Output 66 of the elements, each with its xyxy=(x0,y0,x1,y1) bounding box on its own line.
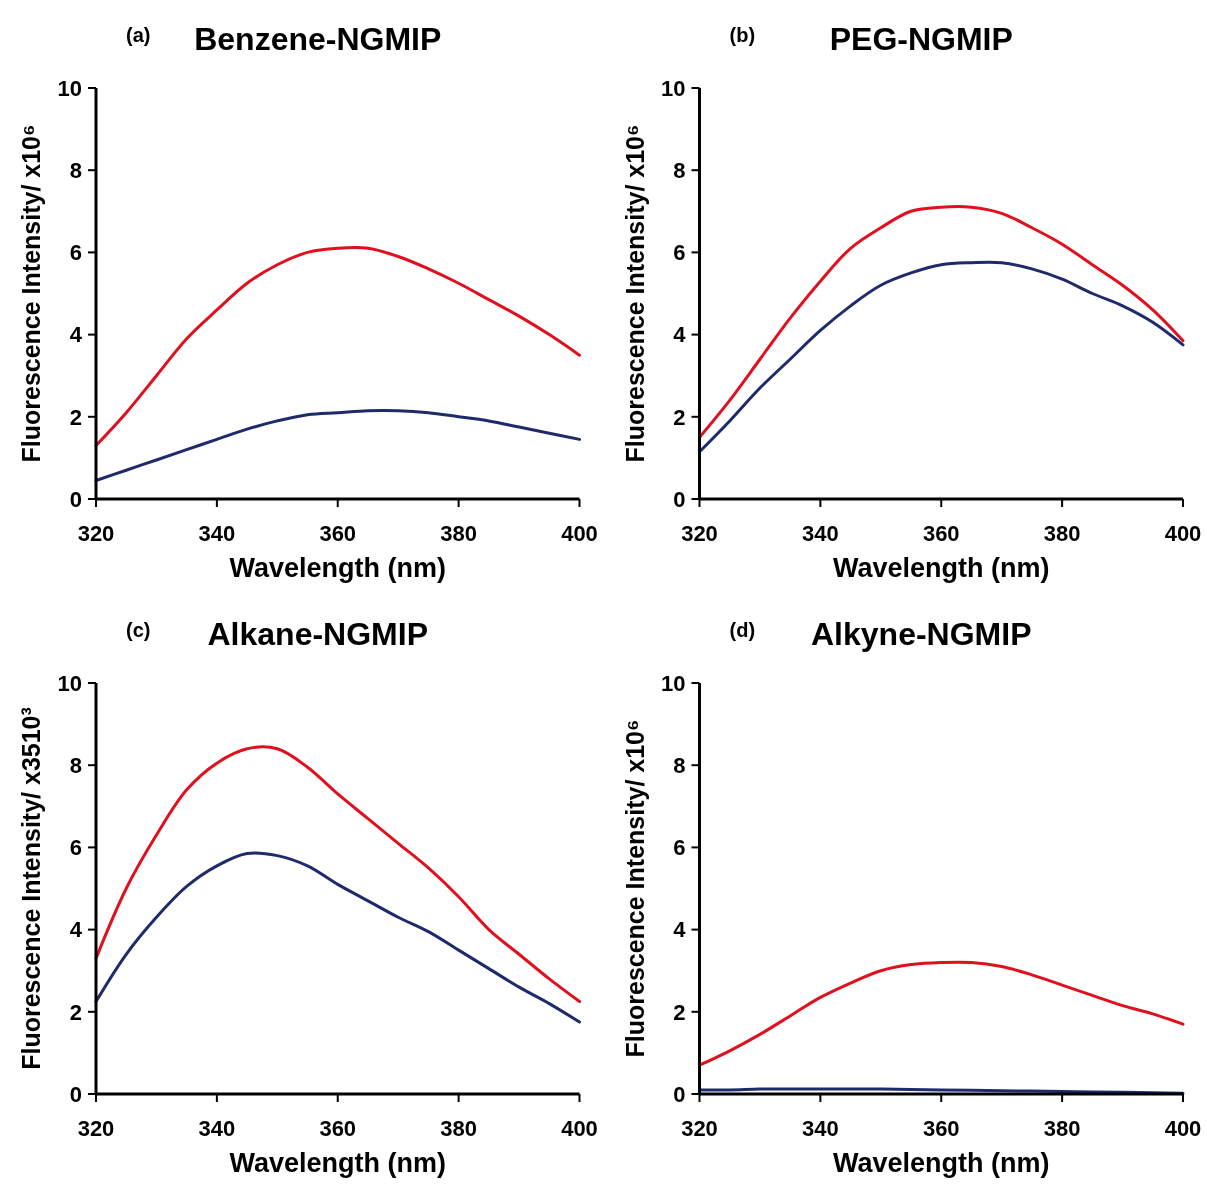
y-tick-label: 6 xyxy=(69,835,82,861)
x-tick-label: 360 xyxy=(319,521,357,546)
x-tick-label: 380 xyxy=(440,1116,477,1141)
x-axis-title: Wavelength (nm) xyxy=(832,1148,1050,1178)
x-tick-label: 380 xyxy=(1043,521,1081,546)
x-tick-label: 320 xyxy=(681,1116,718,1141)
y-tick-label: 4 xyxy=(673,917,687,943)
y-tick-label: 4 xyxy=(69,322,83,348)
x-tick-label: 340 xyxy=(802,521,839,546)
y-axis-title: Fluorescence Intensity/ x10⁶ xyxy=(620,719,649,1058)
y-tick-label: 4 xyxy=(69,917,83,943)
y-tick-label: 6 xyxy=(69,240,82,266)
line-series xyxy=(698,260,1185,454)
x-axis-title: Wavelength (nm) xyxy=(229,1148,447,1178)
y-tick-label: 0 xyxy=(69,1081,82,1107)
y-tick-label: 0 xyxy=(673,486,686,512)
x-axis-title: Wavelength (nm) xyxy=(229,553,447,583)
x-tick-label: 340 xyxy=(198,521,236,546)
x-tick-label: 380 xyxy=(440,521,477,546)
text: (b) xyxy=(729,24,756,46)
x-tick-label: 320 xyxy=(77,521,115,546)
chart-title: PEG-NGMIP xyxy=(829,21,1013,57)
chart-title: Alkane-NGMIP xyxy=(207,616,428,652)
y-tick-label: 8 xyxy=(673,752,686,778)
text: (d) xyxy=(729,619,756,641)
y-tick-label: 2 xyxy=(69,404,82,430)
y-tick-label: 2 xyxy=(69,999,82,1025)
y-axis-title: Fluorescence Intensity/ x10⁶ xyxy=(620,124,649,463)
x-tick-label: 400 xyxy=(561,1116,598,1141)
y-axis-title: Fluorescence Intensity/ x3510³ xyxy=(17,707,45,1070)
y-tick-label: 6 xyxy=(673,240,686,266)
y-tick-label: 0 xyxy=(673,1081,686,1107)
y-tick-label: 10 xyxy=(57,670,82,696)
y-tick-label: 2 xyxy=(673,999,686,1025)
x-tick-label: 380 xyxy=(1043,1116,1081,1141)
y-tick-label: 10 xyxy=(661,670,686,696)
y-axis-title: Fluorescence Intensity/ x10⁶ xyxy=(17,124,45,463)
y-tick-label: 8 xyxy=(69,752,82,778)
line-series xyxy=(698,960,1185,1067)
chart-title: Benzene-NGMIP xyxy=(194,21,442,57)
text: (c) xyxy=(126,619,151,641)
x-tick-label: 400 xyxy=(1164,1116,1202,1141)
x-tick-label: 340 xyxy=(802,1116,839,1141)
x-tick-label: 400 xyxy=(561,521,598,546)
line-series xyxy=(94,851,581,1024)
line-series xyxy=(698,205,1185,439)
x-tick-label: 360 xyxy=(922,1116,960,1141)
x-axis-title: Wavelength (nm) xyxy=(832,553,1050,583)
y-tick-label: 10 xyxy=(661,75,686,101)
line-series xyxy=(94,408,581,483)
x-tick-label: 320 xyxy=(681,521,718,546)
x-tick-label: 360 xyxy=(922,521,960,546)
y-tick-label: 8 xyxy=(673,157,686,183)
x-tick-label: 360 xyxy=(319,1116,357,1141)
text: (a) xyxy=(126,24,151,46)
x-tick-label: 340 xyxy=(198,1116,236,1141)
y-tick-label: 8 xyxy=(69,157,82,183)
line-series xyxy=(94,246,581,448)
y-tick-label: 2 xyxy=(673,404,686,430)
y-tick-label: 4 xyxy=(673,322,687,348)
x-tick-label: 320 xyxy=(77,1116,115,1141)
y-tick-label: 10 xyxy=(57,75,82,101)
chart-title: Alkyne-NGMIP xyxy=(811,616,1032,652)
y-tick-label: 0 xyxy=(69,486,82,512)
x-tick-label: 400 xyxy=(1164,521,1202,546)
y-tick-label: 6 xyxy=(673,835,686,861)
